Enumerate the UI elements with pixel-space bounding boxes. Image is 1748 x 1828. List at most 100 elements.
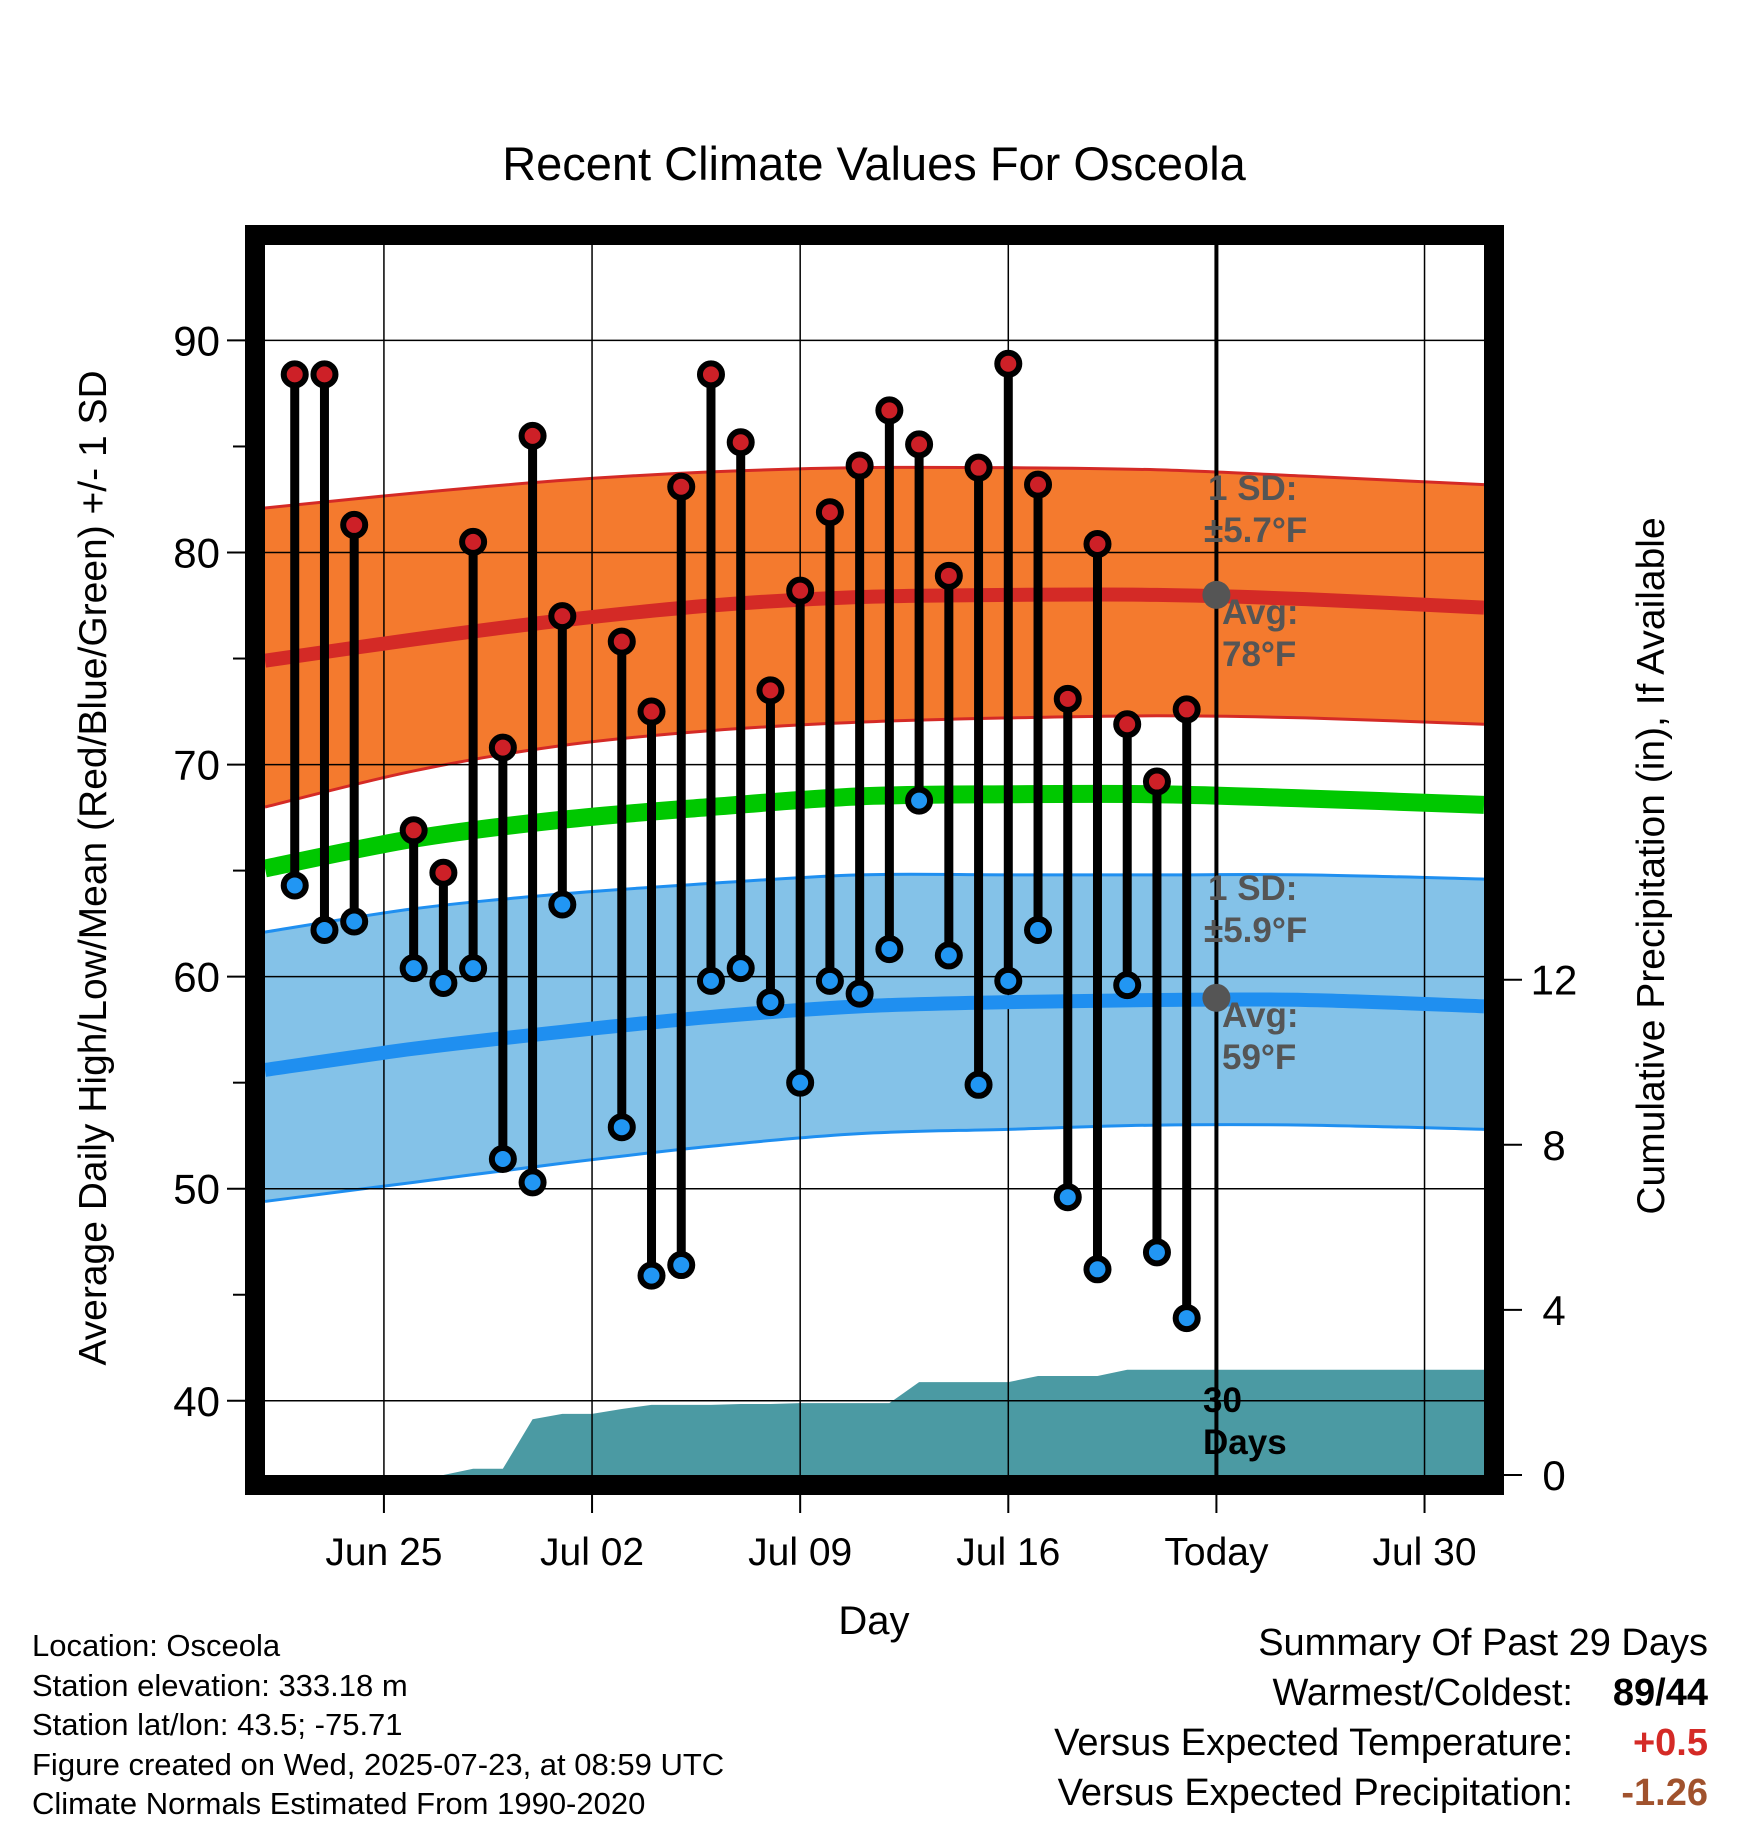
high-sd-value: ±5.7°F [1204, 511, 1307, 550]
daily-low-point [340, 907, 369, 936]
window-days-number: 30 [1203, 1381, 1242, 1420]
plot-frame [245, 225, 1504, 1495]
daily-low-point [548, 890, 577, 919]
daily-high-point [994, 349, 1023, 378]
daily-low-point [726, 954, 755, 983]
y-tick-label: 40 [173, 1378, 220, 1425]
x-tick-label: Jun 25 [325, 1531, 442, 1574]
daily-high-point [429, 858, 458, 887]
y-tick-label: 50 [173, 1166, 220, 1213]
daily-low-point [637, 1261, 666, 1290]
low-avg-label: Avg: [1222, 996, 1298, 1035]
low-sd-label: 1 SD: [1208, 869, 1297, 908]
daily-high-point [667, 472, 696, 501]
normals-text: Climate Normals Estimated From 1990-2020 [32, 1786, 646, 1821]
daily-high-point [696, 360, 725, 389]
warmest-value: 89/44 [1612, 1672, 1708, 1714]
daily-high-point [815, 498, 844, 527]
plot-area [263, 245, 1485, 1475]
daily-high-point [310, 360, 339, 389]
daily-high-point [399, 816, 428, 845]
daily-range-bars [280, 349, 1201, 1333]
low-sd-band [265, 874, 1484, 1202]
daily-high-point [905, 430, 934, 459]
daily-low-point [1172, 1304, 1201, 1333]
daily-high-point [1113, 710, 1142, 739]
y-axis-label: Average Daily High/Low/Mean (Red/Blue/Gr… [72, 370, 115, 1365]
low-band-lower-edge [264, 1123, 1485, 1203]
summary-temp-row: Versus Expected Temperature: +0.5 [808, 1722, 1708, 1772]
daily-high-point [607, 627, 636, 656]
daily-low-point [756, 988, 785, 1017]
precip-label: Versus Expected Precipitation: [1057, 1772, 1573, 1814]
y-tick-label: 70 [173, 742, 220, 789]
x-tick-label: Jul 30 [1372, 1531, 1476, 1574]
daily-high-point [1083, 530, 1112, 559]
axes: 40 50 60 70 80 90 0 4 8 12 Jun 25 Jul 02 Jul 09 Jul 1… [173, 225, 1578, 1574]
x-axis-label: Day [838, 1599, 909, 1643]
low-avg-value: 59°F [1222, 1038, 1296, 1077]
cumulative-precip-area [413, 1369, 1484, 1475]
high-avg-value: 78°F [1222, 635, 1296, 674]
x-tick-label: Jul 09 [748, 1531, 852, 1574]
summary-title: Summary Of Past 29 Days [1258, 1622, 1708, 1664]
precip-value: -1.26 [1621, 1772, 1708, 1814]
daily-low-point [310, 915, 339, 944]
y-tick-label: 80 [173, 530, 220, 577]
daily-high-point [1172, 695, 1201, 724]
daily-low-point [994, 966, 1023, 995]
daily-low-point [459, 954, 488, 983]
daily-high-point [548, 602, 577, 631]
x-tick-label: Jul 02 [540, 1531, 644, 1574]
daily-high-point [964, 453, 993, 482]
daily-high-point [875, 396, 904, 425]
station-info: Location: Osceola Station elevation: 333… [32, 1626, 724, 1824]
temp-value: +0.5 [1632, 1722, 1708, 1764]
precipitation-area [413, 1369, 1484, 1475]
daily-high-point [756, 676, 785, 705]
daily-high-point [488, 733, 517, 762]
low-sd-value: ±5.9°F [1204, 911, 1307, 950]
daily-low-point [488, 1145, 517, 1174]
high-avg-label: Avg: [1222, 593, 1298, 632]
daily-low-point [280, 871, 309, 900]
daily-high-point [280, 360, 309, 389]
chart-title: Recent Climate Values For Osceola [502, 137, 1246, 190]
daily-low-point [399, 954, 428, 983]
latlon-text: Station lat/lon: 43.5; -75.71 [32, 1707, 403, 1742]
x-tick-label: Today [1164, 1531, 1269, 1574]
daily-high-point [637, 697, 666, 726]
temp-label: Versus Expected Temperature: [1054, 1722, 1573, 1764]
daily-high-point [845, 451, 874, 480]
y2-tick-label: 0 [1542, 1452, 1565, 1499]
daily-low-point [1083, 1255, 1112, 1284]
daily-low-point [815, 966, 844, 995]
daily-low-point [964, 1070, 993, 1099]
daily-low-point [875, 935, 904, 964]
y2-tick-label: 12 [1531, 957, 1578, 1004]
daily-low-point [1053, 1183, 1082, 1212]
daily-low-point [1113, 971, 1142, 1000]
daily-high-point [934, 561, 963, 590]
today-low-avg-marker [1202, 983, 1231, 1012]
y-tick-label: 90 [173, 317, 220, 364]
daily-low-point [667, 1251, 696, 1280]
daily-low-point [429, 969, 458, 997]
daily-low-point [1024, 915, 1053, 944]
y2-axis-label: Cumulative Precipitation (in), If Availa… [1630, 517, 1673, 1214]
today-high-avg-marker [1202, 580, 1231, 609]
daily-high-point [1024, 470, 1053, 499]
daily-high-point [1053, 684, 1082, 713]
y-tick-label: 60 [173, 954, 220, 1001]
window-days-label: Days [1203, 1423, 1287, 1462]
y2-tick-label: 4 [1542, 1287, 1565, 1334]
summary-warmest-row: Warmest/Coldest: 89/44 [808, 1672, 1708, 1722]
daily-high-point [786, 576, 815, 605]
daily-high-point [1142, 767, 1171, 796]
mean-line [263, 784, 1485, 878]
daily-low-point [696, 966, 725, 995]
elevation-text: Station elevation: 333.18 m [32, 1667, 408, 1703]
high-sd-label: 1 SD: [1208, 469, 1297, 508]
daily-low-point [934, 941, 963, 970]
